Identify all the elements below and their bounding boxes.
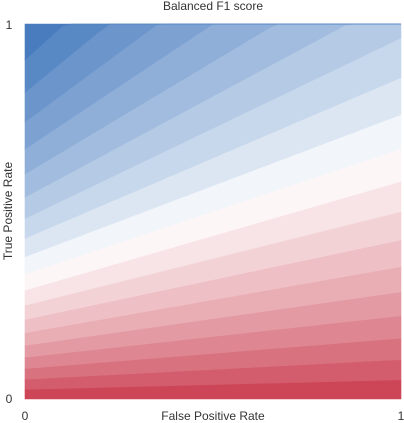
contour-band-19 [24,23,401,61]
contour-bands [24,23,402,400]
y-tick-top: 1 [6,18,13,32]
x-tick-right: 1 [398,409,404,423]
y-axis-label: True Positive Rate [1,162,15,261]
x-tick-left: 0 [22,409,29,423]
y-tick-bottom: 0 [6,392,13,406]
x-axis-label: False Positive Rate [161,409,265,423]
chart-title: Balanced F1 score [163,0,263,13]
